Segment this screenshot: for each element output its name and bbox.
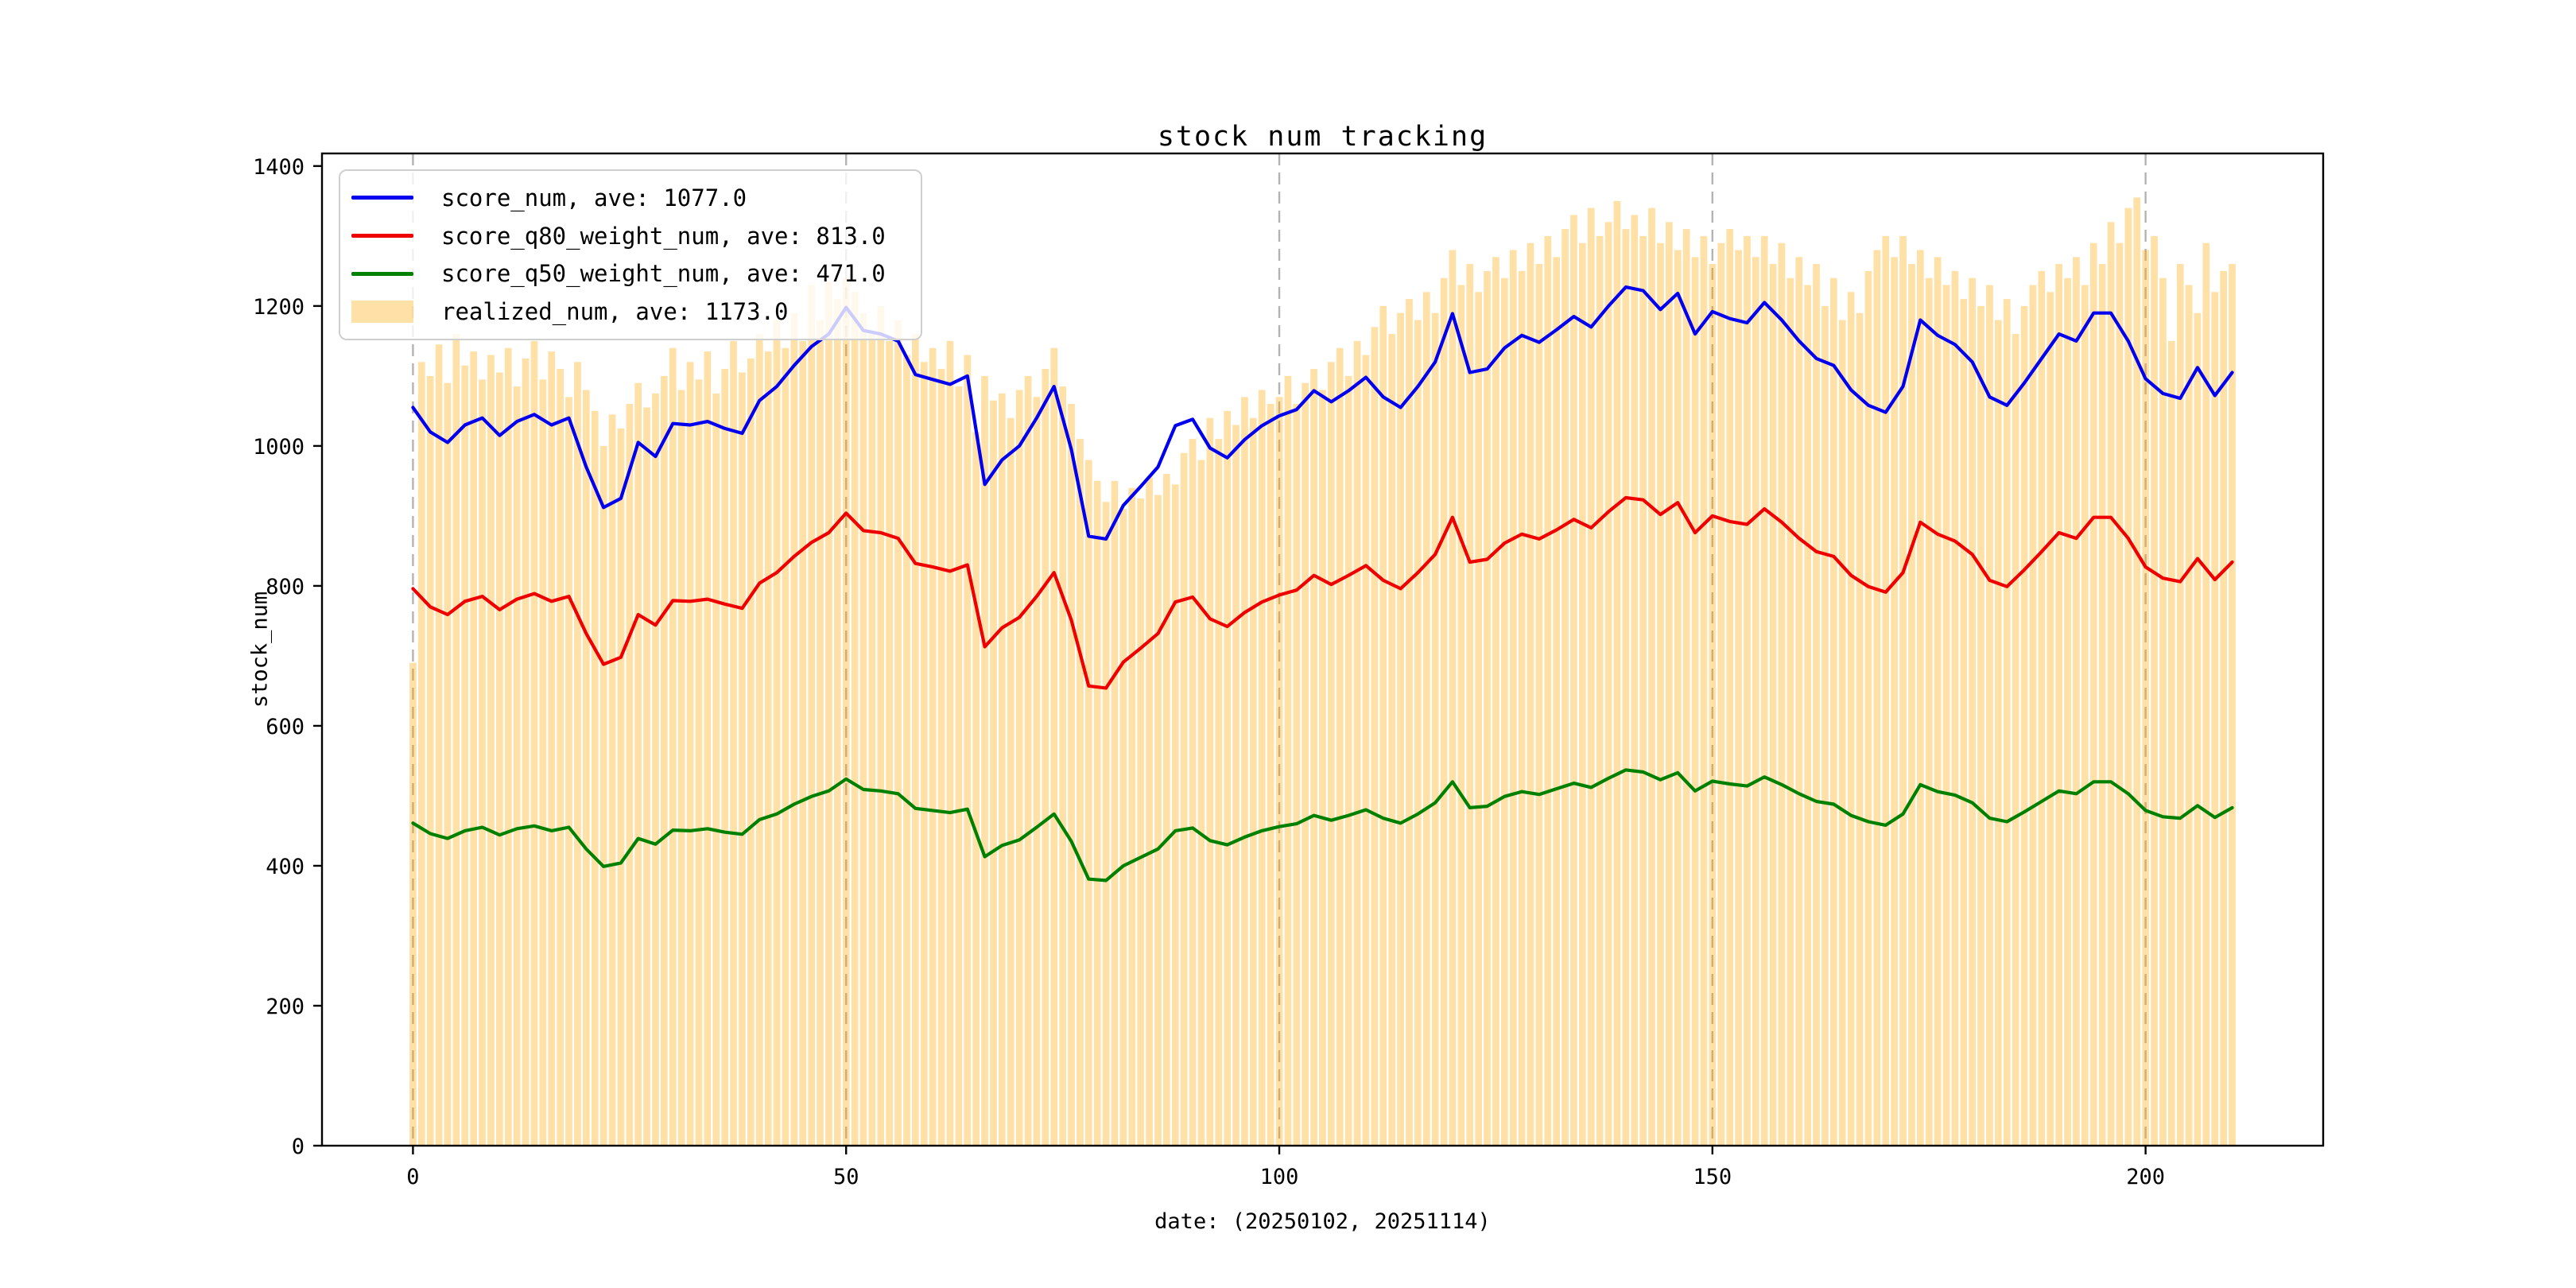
y-tick-label: 1400 bbox=[253, 155, 305, 180]
y-tick-label: 600 bbox=[266, 715, 305, 739]
legend-line-swatch-blue bbox=[351, 196, 413, 200]
x-gridlines bbox=[412, 153, 2147, 1146]
legend-item-score-q50-weight-num: score_q50_weight_num, ave: 471.0 bbox=[351, 260, 913, 288]
x-tick-label: 150 bbox=[1693, 1165, 1732, 1189]
line-score_q50_weight_num bbox=[411, 768, 2234, 883]
x-tick-label: 50 bbox=[833, 1165, 859, 1189]
x-tick-label: 0 bbox=[406, 1165, 419, 1189]
legend-item-score-q80-weight-num: score_q80_weight_num, ave: 813.0 bbox=[351, 222, 913, 250]
x-axis-label: date: (20250102, 20251114) bbox=[1154, 1209, 1491, 1234]
line-score_q80_weight_num bbox=[411, 495, 2234, 690]
x-tick-label: 200 bbox=[2126, 1165, 2165, 1189]
legend-item-label: score_q80_weight_num, ave: 813.0 bbox=[441, 222, 886, 250]
y-tick-label: 1200 bbox=[253, 295, 305, 320]
legend-item-realized-num: realized_num, ave: 1173.0 bbox=[351, 298, 913, 326]
chart-title: stock num tracking bbox=[1157, 121, 1488, 153]
legend-patch-swatch-orange bbox=[351, 301, 413, 324]
y-tick-label: 400 bbox=[266, 855, 305, 879]
legend-line-swatch-red bbox=[351, 234, 413, 239]
legend-line-swatch-green bbox=[351, 271, 413, 276]
axes-spines bbox=[320, 152, 2325, 1147]
y-tick-label: 1000 bbox=[253, 435, 305, 460]
y-tick-label: 200 bbox=[266, 995, 305, 1019]
bars-realized-num bbox=[409, 197, 2236, 1146]
legend-item-label: score_num, ave: 1077.0 bbox=[441, 184, 747, 211]
tick-marks-and-labels: 0 50 100 150 200 0 200 400 600 800 1000 1200 1400 bbox=[253, 155, 2165, 1189]
line-score_num bbox=[411, 285, 2234, 541]
legend-item-label: score_q50_weight_num, ave: 471.0 bbox=[441, 260, 886, 288]
legend-item-score-num: score_num, ave: 1077.0 bbox=[351, 184, 913, 211]
y-tick-label: 0 bbox=[292, 1135, 305, 1159]
legend-item-label: realized_num, ave: 1173.0 bbox=[441, 298, 789, 326]
legend: score_num, ave: 1077.0 score_q80_weight_… bbox=[339, 169, 922, 340]
x-tick-label: 100 bbox=[1260, 1165, 1299, 1189]
y-tick-label: 800 bbox=[266, 575, 305, 599]
